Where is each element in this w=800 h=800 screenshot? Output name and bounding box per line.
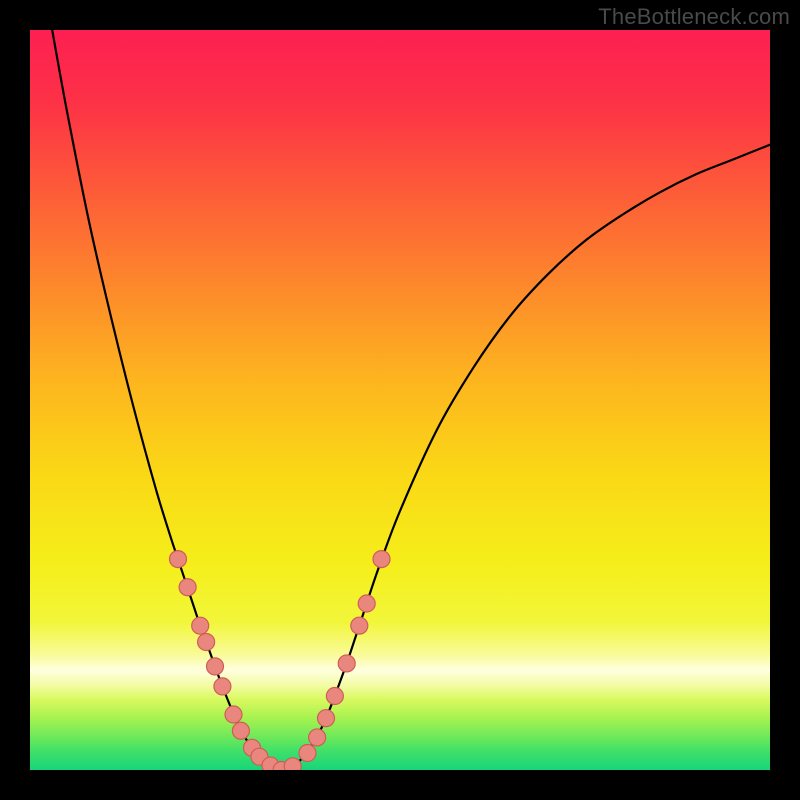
marker-point — [373, 551, 390, 568]
marker-point — [192, 617, 209, 634]
marker-point — [284, 758, 301, 770]
marker-point — [358, 595, 375, 612]
marker-point — [351, 617, 368, 634]
marker-point — [232, 722, 249, 739]
marker-point — [326, 688, 343, 705]
marker-point — [309, 729, 326, 746]
gradient-background — [30, 30, 770, 770]
marker-point — [318, 710, 335, 727]
marker-point — [214, 678, 231, 695]
marker-point — [225, 706, 242, 723]
plot-area — [30, 30, 770, 770]
marker-point — [198, 633, 215, 650]
marker-point — [299, 744, 316, 761]
marker-point — [179, 579, 196, 596]
marker-point — [338, 655, 355, 672]
chart-stage: TheBottleneck.com — [0, 0, 800, 800]
plot-svg — [30, 30, 770, 770]
marker-point — [170, 551, 187, 568]
marker-point — [207, 658, 224, 675]
watermark-text: TheBottleneck.com — [598, 4, 790, 30]
